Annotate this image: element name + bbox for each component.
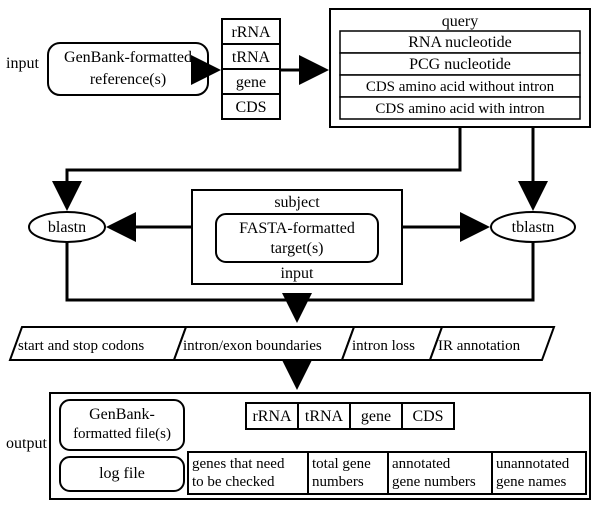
feat-trna: tRNA	[232, 49, 271, 66]
output-feature-row: rRNA tRNA gene CDS	[246, 403, 454, 429]
feat-gene: gene	[236, 74, 266, 91]
query-rows: RNA nucleotide PCG nucleotide CDS amino …	[340, 31, 580, 119]
para4: IR annotation	[438, 338, 521, 354]
subject-input-label: input	[281, 265, 314, 282]
input-left-label: input	[6, 55, 39, 72]
query-row3: CDS amino acid without intron	[366, 79, 555, 95]
feat-cds: CDS	[235, 99, 266, 116]
feature-table-top: rRNA tRNA gene CDS	[222, 19, 280, 119]
log-c3a: annotated	[392, 456, 451, 472]
log-c4b: gene names	[496, 474, 567, 490]
log-file-label: log file	[99, 465, 145, 482]
parallelogram-row: start and stop codons intron/exon bounda…	[10, 327, 554, 360]
gb-out-l2: formatted file(s)	[73, 426, 171, 442]
query-row1: RNA nucleotide	[408, 34, 512, 51]
query-title-label: query	[442, 13, 478, 30]
out-rrna: rRNA	[252, 408, 292, 425]
subject-l2: target(s)	[270, 240, 323, 257]
out-cds: CDS	[412, 408, 443, 425]
genbank-ref-l2: reference(s)	[90, 71, 166, 88]
tblastn-label: tblastn	[512, 219, 555, 236]
out-trna: tRNA	[305, 408, 344, 425]
query-row4: CDS amino acid with intron	[375, 101, 545, 117]
query-row2: PCG nucleotide	[409, 56, 511, 73]
log-c1b: to be checked	[192, 474, 275, 490]
log-c3b: gene numbers	[392, 474, 476, 490]
log-c2a: total gene	[312, 456, 371, 472]
output-label: output	[6, 435, 47, 452]
log-c1a: genes that need	[192, 456, 285, 472]
genbank-ref-l1: GenBank-formatted	[64, 49, 192, 66]
log-c4a: unannotated	[496, 456, 570, 472]
out-gene: gene	[361, 408, 391, 425]
gb-out-l1: GenBank-	[89, 406, 155, 423]
feat-rrna: rRNA	[231, 24, 271, 41]
para2: intron/exon boundaries	[183, 338, 322, 354]
subject-l1: FASTA-formatted	[239, 220, 355, 237]
log-c2b: numbers	[312, 474, 364, 490]
subject-title: subject	[274, 194, 320, 211]
log-details-row: genes that need to be checked total gene…	[188, 452, 586, 494]
para3: intron loss	[352, 338, 415, 354]
blastn-label: blastn	[48, 219, 86, 236]
para1: start and stop codons	[18, 338, 144, 354]
